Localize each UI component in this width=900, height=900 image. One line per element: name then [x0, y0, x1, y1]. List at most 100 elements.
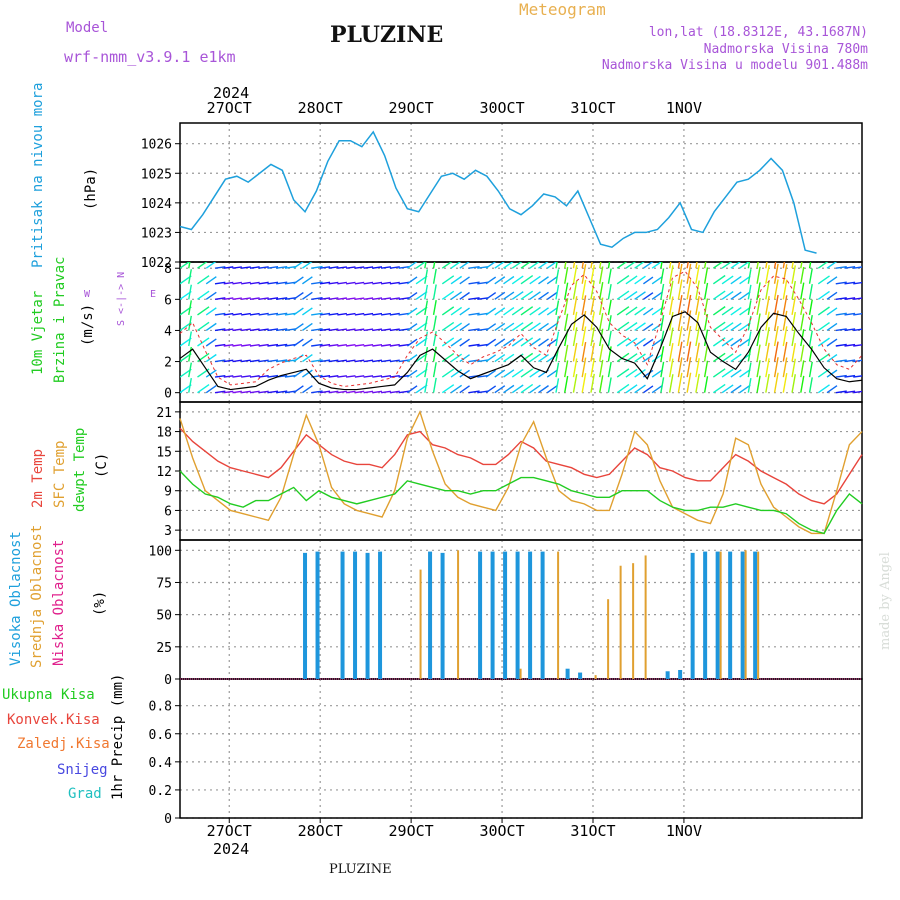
wind-arrow	[695, 327, 700, 347]
wind-arrow	[205, 369, 217, 378]
wind-arrow	[494, 322, 506, 332]
wind-arrow	[590, 373, 595, 393]
wind-arrow	[406, 385, 418, 394]
wind-arrow	[450, 353, 463, 363]
wind-arrow	[503, 307, 515, 316]
wind-arrow	[817, 353, 830, 363]
wind-arrow	[800, 282, 805, 300]
wind-arrow	[695, 262, 698, 269]
wind-arrow	[214, 374, 226, 378]
legend-snijeg: Snijeg	[57, 762, 108, 778]
wind-arrow	[660, 283, 665, 300]
wind-arrow	[817, 262, 829, 269]
wind-arrow	[319, 312, 331, 316]
wind-arrow	[677, 357, 683, 378]
wind-arrow	[616, 337, 630, 347]
wind-arrow	[791, 280, 796, 300]
wind-arrow	[450, 275, 463, 285]
wind-arrow	[844, 297, 856, 301]
wind-arrow	[668, 374, 674, 393]
wind-arrow	[599, 344, 604, 362]
wind-arrow	[302, 307, 313, 316]
wind-arrow	[564, 298, 569, 316]
wind-arrow	[826, 291, 838, 300]
y-tick-label: 12	[156, 465, 172, 480]
wind-arrow	[520, 383, 534, 394]
wind-arrow	[581, 295, 587, 316]
temp-ylabel-sub: SFC Temp	[52, 440, 68, 508]
wind-arrow	[459, 307, 470, 316]
wind-arrow	[354, 390, 365, 394]
wind-arrow	[311, 265, 323, 269]
wind-arrow	[302, 338, 313, 347]
wind-arrow	[267, 343, 279, 347]
wind-arrow	[826, 385, 838, 394]
station-title: PLUZINE	[330, 22, 444, 48]
wind-arrow	[424, 315, 429, 331]
wind-arrow	[406, 338, 418, 347]
wind-arrow	[389, 297, 400, 301]
wind-arrow	[302, 322, 313, 332]
mid-cloud-bar	[594, 675, 597, 679]
wind-arrow	[441, 384, 455, 394]
wind-arrow	[398, 312, 410, 316]
wind-arrow	[747, 346, 752, 362]
wind-arrow	[302, 262, 313, 269]
wind-arrow	[590, 280, 595, 300]
wind-arrow	[232, 359, 242, 363]
wind-arrow	[389, 266, 400, 269]
wind-arrow	[205, 291, 217, 300]
wind-arrow	[214, 281, 226, 285]
wind-arrow	[276, 297, 288, 301]
wind-arrow	[337, 359, 347, 363]
wind-arrow	[765, 342, 770, 362]
wind-arrow	[625, 337, 638, 347]
wind-arrow	[800, 313, 805, 331]
wind-arrow	[643, 292, 654, 300]
wind-arrow	[546, 354, 558, 363]
wind-arrow	[826, 262, 838, 269]
cloud-ylabel-sub: Srednja Oblacnost	[29, 524, 45, 668]
wind-arrow	[494, 291, 506, 300]
wind-arrow	[406, 291, 418, 300]
wind-arrow	[441, 321, 455, 332]
pressure-ylabel: Pritisak na nivou mora	[30, 82, 46, 268]
y-tick-label: 6	[164, 293, 172, 308]
wind-arrow	[730, 307, 742, 316]
wind-arrow	[853, 281, 862, 285]
wind-arrow	[354, 359, 365, 363]
wind-arrow	[511, 368, 524, 378]
wind-arrow	[241, 297, 251, 301]
wind-arrow	[581, 357, 587, 378]
x-day-label-top: 29OCT	[389, 99, 434, 117]
wind-arrow	[703, 282, 709, 300]
wind-arrow	[686, 279, 692, 300]
wind-arrow	[450, 369, 463, 378]
y-tick-label: 3	[164, 524, 172, 539]
wind-arrow	[730, 322, 742, 332]
wind-arrow	[494, 338, 506, 347]
wind-arrow	[756, 360, 761, 378]
wind-arrow	[223, 359, 234, 363]
temp2m-line	[179, 427, 863, 505]
wind-arrow	[372, 359, 383, 363]
wind-arrow	[267, 359, 279, 363]
wind-arrow	[468, 265, 480, 269]
wind-arrow	[538, 262, 549, 269]
y-tick-label: 75	[156, 576, 172, 591]
wind-arrow	[372, 297, 383, 301]
wind-arrow	[372, 281, 383, 285]
wind-arrow	[660, 315, 665, 331]
wind-arrow	[406, 262, 418, 269]
y-tick-label: 100	[149, 544, 172, 559]
y-tick-label: 8	[164, 262, 172, 277]
wind-arrow	[258, 297, 269, 301]
wind-arrow	[853, 266, 862, 269]
wind-arrow	[853, 359, 862, 363]
wind-arrow	[293, 307, 304, 316]
wind-arrow	[363, 266, 374, 269]
wind-arrow	[424, 262, 427, 269]
wind-arrow	[372, 375, 383, 378]
wind-arrow	[346, 328, 356, 332]
wind-arrow	[703, 329, 709, 347]
